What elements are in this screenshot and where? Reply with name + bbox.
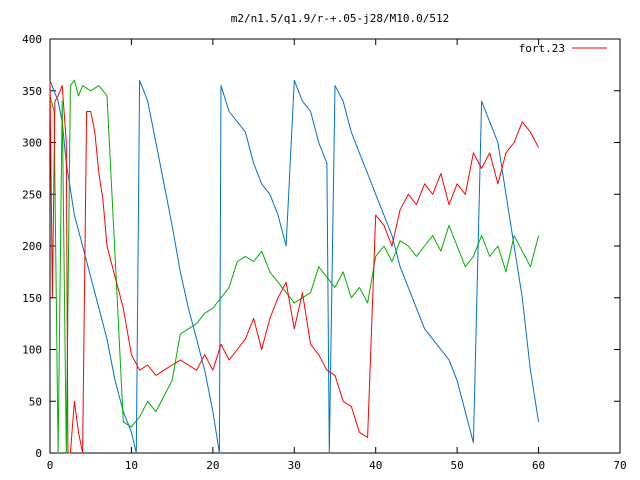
y-tick-label: 100 <box>22 344 42 357</box>
y-tick-label: 0 <box>35 447 42 460</box>
series-line-0 <box>49 80 540 454</box>
x-tick-label: 10 <box>125 459 138 472</box>
y-tick-label: 350 <box>22 85 42 98</box>
y-tick-label: 250 <box>22 188 42 201</box>
y-tick-label: 50 <box>29 395 42 408</box>
x-tick-label: 50 <box>451 459 464 472</box>
chart-title: m2/n1.5/q1.9/r-+.05-j28/M10.0/512 <box>231 12 450 25</box>
x-tick-label: 40 <box>369 459 382 472</box>
y-tick-label: 400 <box>22 33 42 46</box>
x-tick-label: 0 <box>47 459 54 472</box>
y-tick-label: 200 <box>22 240 42 253</box>
series-line-1 <box>49 79 540 454</box>
legend: fort.23 <box>519 42 607 55</box>
x-tick-label: 60 <box>532 459 545 472</box>
x-tick-label: 20 <box>206 459 219 472</box>
series-layer <box>49 79 540 454</box>
y-tick-label: 150 <box>22 292 42 305</box>
x-tick-label: 30 <box>288 459 301 472</box>
y-tick-label: 300 <box>22 137 42 150</box>
x-tick-label: 70 <box>613 459 626 472</box>
axis-ticks: 0 10 20 30 40 50 60 70 0 50 100 150 200 250 300 350 400 <box>22 33 627 472</box>
series-line-2 <box>49 79 540 454</box>
legend-label-fort-23: fort.23 <box>519 42 565 55</box>
